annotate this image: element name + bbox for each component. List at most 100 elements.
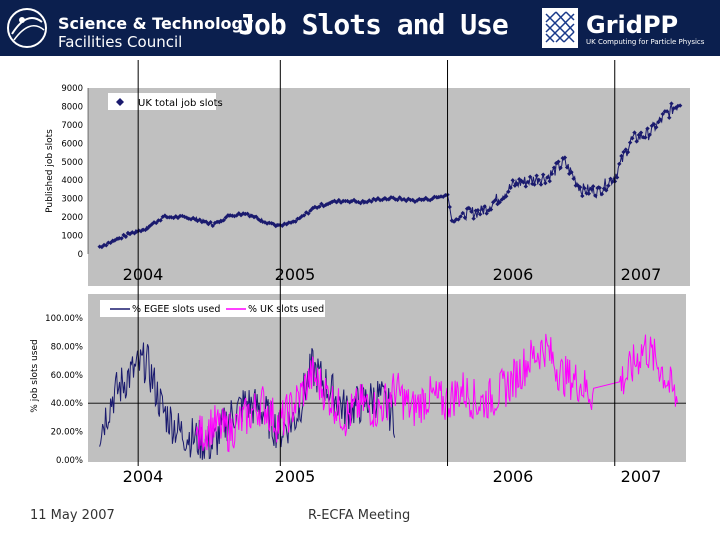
data-point	[588, 186, 594, 191]
data-point	[197, 217, 202, 222]
data-point	[456, 217, 461, 222]
data-point	[677, 103, 683, 108]
y-tick-label: 2000	[61, 213, 83, 223]
org-name-line1: Science & Technology	[58, 14, 254, 33]
y-tick-label: 5000	[61, 158, 83, 168]
y-tick-label: 0.00%	[56, 456, 83, 466]
year-dividers	[137, 60, 616, 466]
data-point	[632, 130, 637, 135]
slots-used-chart: 0.00% 20.00% 40.00% 60.00% 80.00% 100.00% % j…	[30, 294, 686, 486]
y-tick-label: 6000	[61, 139, 83, 149]
data-point	[564, 165, 570, 170]
data-point	[482, 204, 487, 209]
data-point	[258, 218, 263, 224]
data-point	[590, 184, 596, 189]
data-point	[558, 165, 563, 171]
data-point	[669, 101, 674, 106]
data-point	[475, 208, 481, 213]
data-point	[660, 111, 665, 117]
footer-meeting: R-ECFA Meeting	[308, 508, 411, 523]
data-point	[223, 215, 228, 220]
data-point	[232, 214, 237, 219]
data-point	[645, 126, 650, 131]
y-tick-label: 60.00%	[51, 371, 83, 381]
data-point	[462, 215, 468, 220]
data-point	[623, 147, 628, 152]
data-point	[417, 196, 422, 202]
data-point	[206, 221, 211, 227]
data-point	[619, 153, 624, 159]
data-point	[538, 182, 544, 187]
data-point	[395, 197, 400, 203]
gridpp-name: GridPP	[586, 11, 679, 39]
data-point	[627, 140, 633, 145]
data-point	[519, 178, 524, 184]
data-point	[545, 175, 550, 180]
data-point	[621, 149, 626, 155]
data-point	[654, 125, 659, 130]
legend-top	[108, 93, 216, 110]
series-uk-total	[97, 101, 683, 250]
data-point	[440, 194, 446, 199]
data-point	[225, 213, 231, 218]
data-point	[643, 135, 648, 140]
y-axis-label-top: Published job slots	[45, 129, 55, 213]
data-point	[638, 130, 644, 135]
data-point	[434, 195, 439, 200]
y-tick-label: 40.00%	[51, 399, 83, 409]
data-point	[640, 135, 646, 140]
data-point	[536, 177, 542, 183]
year-label: 2005	[275, 467, 316, 486]
y-tick-label: 100.00%	[45, 314, 83, 324]
legend-label-uk: % UK slots used	[248, 304, 324, 315]
data-point	[271, 221, 276, 227]
data-point	[647, 132, 652, 138]
data-point	[293, 219, 298, 224]
data-point	[254, 214, 259, 220]
data-point	[497, 200, 502, 205]
charts-area: 0 1000 2000 3000 4000 5000 6000 7000 8000 9000 Pu…	[30, 60, 690, 486]
data-point	[336, 197, 342, 203]
year-label: 2007	[621, 265, 662, 284]
y-tick-label: 8000	[61, 102, 83, 112]
data-point	[427, 198, 433, 203]
year-label: 2006	[493, 467, 534, 486]
data-point	[447, 204, 452, 210]
data-point	[236, 211, 242, 216]
data-point	[480, 207, 485, 212]
job-slots-chart: 0 1000 2000 3000 4000 5000 6000 7000 8000 9000 Pu…	[45, 84, 690, 286]
data-point	[532, 182, 537, 187]
data-point	[227, 213, 233, 218]
data-point	[599, 191, 605, 197]
data-point	[551, 165, 557, 170]
data-point	[467, 206, 472, 211]
data-point	[508, 185, 513, 191]
data-point	[260, 219, 265, 225]
stfc-logo	[7, 8, 47, 48]
data-point	[451, 219, 457, 224]
data-point	[112, 238, 118, 243]
data-point	[104, 243, 109, 248]
y-tick-label: 1000	[61, 232, 83, 242]
data-point	[495, 201, 500, 207]
data-point	[630, 136, 635, 141]
data-point	[617, 161, 622, 167]
data-point	[582, 186, 587, 191]
data-point	[319, 201, 324, 207]
y-tick-label: 3000	[61, 195, 83, 205]
data-point	[664, 109, 670, 114]
plot-area-bottom	[88, 294, 686, 462]
data-point	[317, 204, 322, 209]
data-point	[369, 199, 374, 204]
data-point	[493, 197, 498, 203]
data-point	[510, 178, 515, 183]
y-tick-label: 80.00%	[51, 342, 83, 352]
data-point	[123, 234, 128, 239]
data-point	[154, 220, 159, 226]
data-point	[488, 207, 494, 212]
data-point	[430, 196, 435, 202]
data-point	[406, 196, 411, 202]
legend-label-egee: % EGEE slots used	[132, 304, 220, 315]
data-point	[514, 181, 520, 186]
data-point	[601, 186, 607, 191]
